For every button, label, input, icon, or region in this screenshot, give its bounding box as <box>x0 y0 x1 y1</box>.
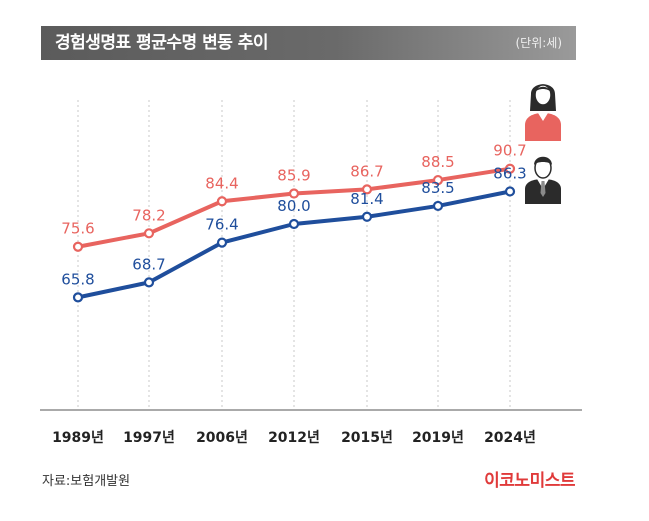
chart-title: 경험생명표 평균수명 변동 추이 <box>55 33 269 53</box>
data-point <box>504 186 516 197</box>
x-tick-label: 2006년 <box>196 430 248 446</box>
grid-lines <box>77 100 511 410</box>
data-label: 80.0 <box>277 197 310 215</box>
x-tick-labels: 1989년 1997년 2006년 2012년 2015년 2019년 2024년 <box>52 430 536 446</box>
data-label: 65.8 <box>61 270 94 288</box>
unit-label: (단위:세) <box>515 36 562 50</box>
x-tick-label: 2012년 <box>268 430 320 446</box>
data-label: 75.6 <box>61 220 94 238</box>
data-point <box>361 184 373 195</box>
x-tick-label: 1997년 <box>123 430 175 446</box>
data-label: 88.5 <box>421 153 454 171</box>
x-tick-label: 2015년 <box>341 430 393 446</box>
x-tick-label: 2024년 <box>484 430 536 446</box>
data-point <box>216 237 228 248</box>
x-tick-label: 2019년 <box>412 430 464 446</box>
data-point <box>504 163 516 174</box>
data-label: 86.7 <box>350 162 383 180</box>
data-label: 84.4 <box>205 174 238 192</box>
data-label: 83.5 <box>421 179 454 197</box>
data-label: 68.7 <box>132 255 165 273</box>
data-point <box>216 196 228 207</box>
data-label: 81.4 <box>350 190 383 208</box>
x-tick-label: 1989년 <box>52 430 104 446</box>
data-point <box>361 211 373 222</box>
data-point <box>72 292 84 303</box>
data-point <box>143 228 155 239</box>
data-point <box>72 241 84 252</box>
data-label: 76.4 <box>205 216 238 234</box>
female-person-icon <box>525 84 561 141</box>
brand-logo: 이코노미스트 <box>484 471 575 491</box>
data-label: 90.7 <box>493 142 526 160</box>
data-label: 78.2 <box>132 206 165 224</box>
source-note: 자료:보험개발원 <box>42 474 131 489</box>
series-layer: 75.6 78.2 84.4 85.9 86.7 88.5 90.7 65.8 68.7 76.4… <box>61 142 527 303</box>
data-point <box>288 188 300 199</box>
data-point <box>288 218 300 230</box>
data-label: 85.9 <box>277 167 310 185</box>
male-person-icon <box>525 156 561 204</box>
data-label: 86.3 <box>493 164 526 182</box>
title-bar: 경험생명표 평균수명 변동 추이 (단위:세) <box>41 26 576 60</box>
data-point <box>432 174 444 186</box>
data-point <box>432 200 444 212</box>
data-point <box>143 277 155 288</box>
